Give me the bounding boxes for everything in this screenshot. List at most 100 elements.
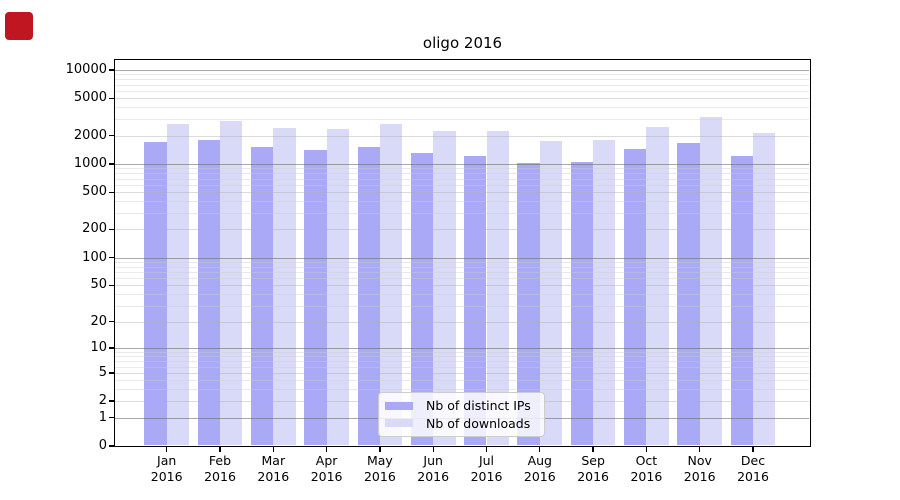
x-tick-label-jan: Jan 2016 xyxy=(150,453,183,484)
y-tick xyxy=(109,417,114,419)
y-tick-label: 5 xyxy=(98,364,107,380)
bar-nb-of-downloads-may xyxy=(379,123,403,445)
gridline xyxy=(115,229,809,231)
gridline xyxy=(115,366,809,368)
gridline xyxy=(115,178,809,180)
y-tick-label: 500 xyxy=(82,184,107,200)
bar-nb-of-distinct-ips-aug xyxy=(517,163,540,445)
bar-nb-of-distinct-ips-jan xyxy=(144,142,167,445)
x-tick xyxy=(699,447,701,452)
bar-nb-of-distinct-ips-apr xyxy=(304,149,327,445)
bar-nb-of-distinct-ips-nov xyxy=(677,142,700,445)
x-tick xyxy=(219,447,221,452)
y-tick xyxy=(109,97,114,99)
gridline xyxy=(115,79,809,81)
gridline xyxy=(115,213,809,214)
y-tick-label: 100 xyxy=(82,249,107,265)
x-tick xyxy=(539,447,541,452)
legend: Nb of distinct IPs Nb of downloads xyxy=(378,392,545,437)
bar-nb-of-downloads-jun xyxy=(433,131,456,445)
x-tick xyxy=(325,447,328,452)
plot-area xyxy=(114,59,811,447)
bar-nb-of-distinct-ips-feb xyxy=(197,139,220,445)
bar-nb-of-distinct-ips-dec xyxy=(730,156,753,445)
y-tick xyxy=(109,400,114,402)
x-tick xyxy=(379,447,381,452)
gridline xyxy=(115,192,809,194)
legend-label-distinct-ips: Nb of distinct IPs xyxy=(426,398,531,414)
y-tick xyxy=(109,284,114,287)
gridline xyxy=(115,266,809,268)
y-tick-label: 20 xyxy=(90,313,107,329)
y-tick xyxy=(109,445,114,447)
gridline xyxy=(115,389,809,391)
y-tick xyxy=(109,69,114,71)
bar-nb-of-downloads-jan xyxy=(166,123,190,445)
x-tick-label-mar: Mar 2016 xyxy=(257,453,290,484)
y-tick-label: 10000 xyxy=(65,61,107,77)
gridline xyxy=(115,361,809,363)
x-tick xyxy=(432,447,434,452)
gridline xyxy=(115,163,809,165)
gridline xyxy=(115,380,809,382)
bar-nb-of-distinct-ips-oct xyxy=(624,148,647,445)
gridline xyxy=(115,261,809,263)
bar-nb-of-downloads-nov xyxy=(699,117,723,445)
y-tick-label: 2 xyxy=(98,393,107,409)
y-tick xyxy=(109,228,114,231)
gridline xyxy=(115,119,809,121)
bar-nb-of-downloads-aug xyxy=(539,140,563,445)
x-tick xyxy=(272,447,274,452)
y-tick xyxy=(109,256,114,259)
legend-item-downloads: Nb of downloads xyxy=(385,416,538,431)
x-tick xyxy=(166,447,168,452)
x-tick-label-jul: Jul 2016 xyxy=(470,453,503,484)
gridline xyxy=(115,69,809,71)
red-square-marker xyxy=(5,12,33,40)
gridline xyxy=(115,305,809,307)
gridline xyxy=(115,173,809,175)
gridline xyxy=(115,74,809,76)
legend-label-downloads: Nb of downloads xyxy=(426,415,531,431)
legend-item-distinct-ips: Nb of distinct IPs xyxy=(385,398,538,413)
bar-nb-of-downloads-feb xyxy=(220,120,243,445)
bar-nb-of-downloads-mar xyxy=(273,127,296,445)
y-tick xyxy=(109,321,114,323)
bar-nb-of-downloads-apr xyxy=(326,129,349,445)
y-tick xyxy=(109,163,114,165)
x-tick-label-may: May 2016 xyxy=(363,453,396,484)
x-tick-label-apr: Apr 2016 xyxy=(310,453,343,484)
x-tick xyxy=(592,447,594,452)
gridline xyxy=(115,168,809,170)
gridline xyxy=(115,285,809,287)
legend-swatch-downloads xyxy=(385,418,413,428)
x-tick-label-aug: Aug 2016 xyxy=(523,453,556,484)
legend-swatch-distinct-ips xyxy=(385,401,413,411)
x-tick xyxy=(645,447,648,452)
bar-nb-of-distinct-ips-mar xyxy=(250,147,274,445)
y-tick-label: 0 xyxy=(98,438,107,453)
gridline xyxy=(115,271,809,273)
gridline xyxy=(115,98,809,100)
y-tick-label: 10 xyxy=(90,340,107,356)
x-tick-label-nov: Nov 2016 xyxy=(683,453,716,484)
y-tick xyxy=(109,134,114,137)
bar-nb-of-downloads-oct xyxy=(646,127,669,445)
gridline xyxy=(115,135,809,137)
y-tick-label: 50 xyxy=(90,277,107,293)
x-tick-label-dec: Dec 2016 xyxy=(737,453,769,484)
gridline xyxy=(115,84,809,86)
gridline xyxy=(115,257,809,259)
y-tick-label: 5000 xyxy=(73,90,107,106)
y-tick-label: 1000 xyxy=(73,155,107,171)
gridline xyxy=(115,356,809,358)
x-tick-label-jun: Jun 2016 xyxy=(417,453,450,484)
gridline xyxy=(115,352,809,353)
y-tick xyxy=(109,347,114,349)
gridline xyxy=(115,348,809,350)
y-tick-label: 200 xyxy=(82,221,107,237)
bar-nb-of-downloads-dec xyxy=(753,132,776,445)
gridline xyxy=(115,201,809,203)
y-tick xyxy=(109,372,114,374)
